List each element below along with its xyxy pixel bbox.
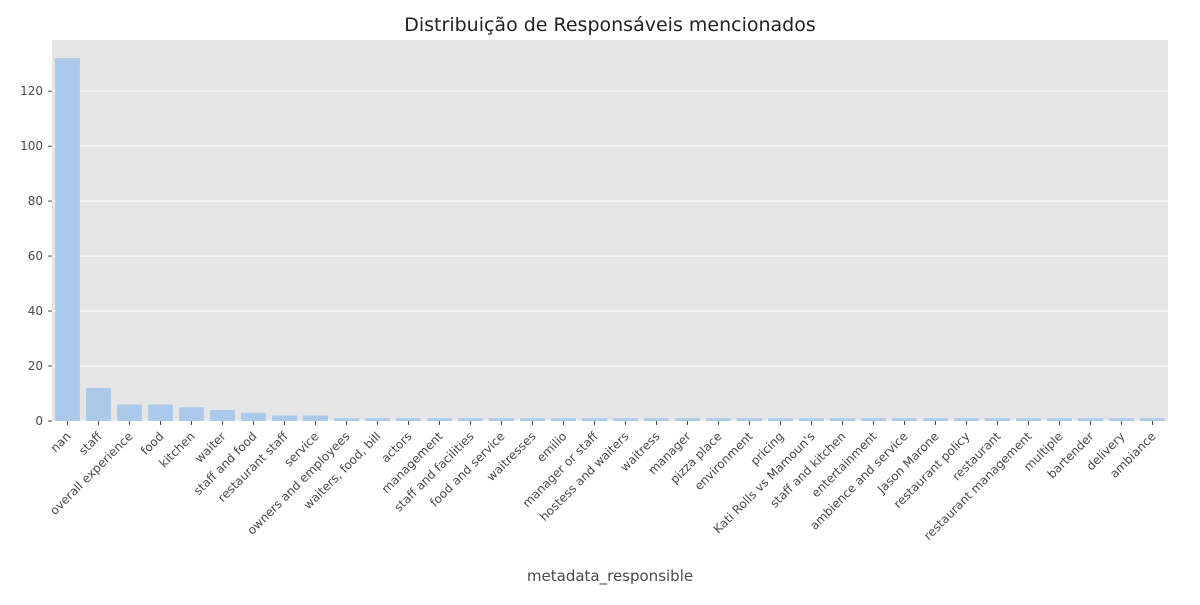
bar bbox=[365, 418, 390, 421]
bar bbox=[458, 418, 483, 421]
bar bbox=[954, 418, 979, 421]
bars bbox=[55, 58, 1165, 422]
bar bbox=[303, 415, 328, 421]
bar bbox=[1078, 418, 1103, 421]
bar bbox=[489, 418, 514, 421]
bar bbox=[985, 418, 1010, 421]
chart-title: Distribuição de Responsáveis mencionados bbox=[404, 14, 816, 36]
bar bbox=[799, 418, 824, 421]
y-tick-label: 40 bbox=[28, 304, 43, 318]
x-axis-label: metadata_responsible bbox=[527, 567, 693, 586]
bar bbox=[551, 418, 576, 421]
bar bbox=[861, 418, 886, 421]
bar bbox=[334, 418, 359, 421]
bar bbox=[117, 404, 142, 421]
bar bbox=[1016, 418, 1041, 421]
bar bbox=[427, 418, 452, 421]
bar bbox=[148, 404, 173, 421]
grid-lines bbox=[52, 90, 1168, 422]
bar bbox=[923, 418, 948, 421]
plot-background bbox=[52, 40, 1168, 421]
bar bbox=[582, 418, 607, 421]
bar bbox=[892, 418, 917, 421]
bar bbox=[1047, 418, 1072, 421]
bar bbox=[613, 418, 638, 421]
bar bbox=[241, 412, 266, 421]
y-tick-label: 120 bbox=[20, 84, 43, 98]
bar bbox=[1140, 418, 1165, 421]
bar bbox=[272, 415, 297, 421]
y-tick-label: 100 bbox=[20, 139, 43, 153]
bar bbox=[830, 418, 855, 421]
y-tick-label: 20 bbox=[28, 359, 43, 373]
bar bbox=[768, 418, 793, 421]
y-tick-label: 0 bbox=[35, 414, 43, 428]
bar bbox=[55, 58, 80, 422]
bar bbox=[210, 410, 235, 421]
bar bbox=[675, 418, 700, 421]
y-tick-label: 60 bbox=[28, 249, 43, 263]
bar bbox=[86, 388, 111, 421]
bar bbox=[520, 418, 545, 421]
y-tick-label: 80 bbox=[28, 194, 43, 208]
bar bbox=[644, 418, 669, 421]
bar bbox=[1109, 418, 1134, 421]
x-tick-label: nan bbox=[48, 429, 74, 455]
bar bbox=[737, 418, 762, 421]
y-axis-ticks: 0 20 40 60 80 100 120 bbox=[20, 84, 52, 428]
bar bbox=[706, 418, 731, 421]
bar bbox=[179, 407, 204, 421]
bar bbox=[396, 418, 421, 421]
